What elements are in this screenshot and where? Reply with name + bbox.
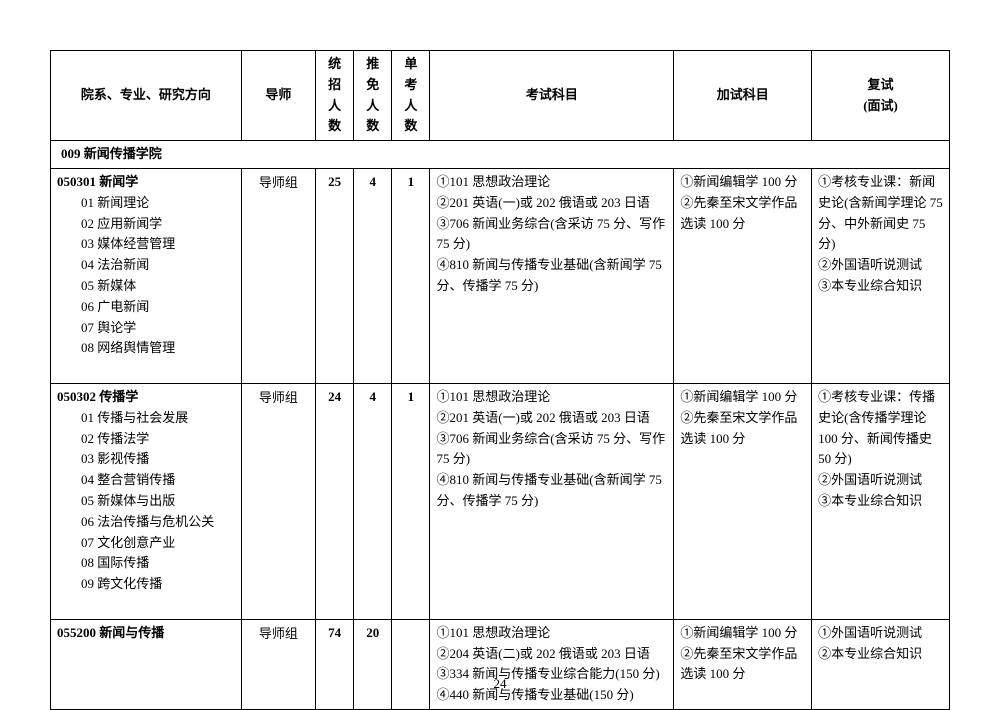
advisor-cell: 导师组 [241, 619, 315, 709]
section-title: 009 新闻传播学院 [51, 141, 950, 169]
dept-cell: 050301 新闻学01 新闻理论02 应用新闻学03 媒体经营管理04 法治新… [51, 168, 242, 383]
retest-cell: ①考核专业课：新闻史论(含新闻学理论 75 分、中外新闻史 75 分)②外国语听… [812, 168, 950, 383]
recommend-cell: 4 [354, 383, 392, 619]
enroll-cell: 24 [316, 383, 354, 619]
dept-cell: 050302 传播学01 传播与社会发展02 传播法学03 影视传播04 整合营… [51, 383, 242, 619]
table-row: 050301 新闻学01 新闻理论02 应用新闻学03 媒体经营管理04 法治新… [51, 168, 950, 383]
catalog-table: 院系、专业、研究方向 导师 统招人数 推免人数 单考人数 考试科目 加试科目 复… [50, 50, 950, 710]
header-row: 院系、专业、研究方向 导师 统招人数 推免人数 单考人数 考试科目 加试科目 复… [51, 51, 950, 141]
exam-cell: ①101 思想政治理论②201 英语(一)或 202 俄语或 203 日语③70… [430, 168, 674, 383]
retest-cell: ①考核专业课：传播史论(含传播学理论 100 分、新闻传播史 50 分)②外国语… [812, 383, 950, 619]
table-row: 050302 传播学01 传播与社会发展02 传播法学03 影视传播04 整合营… [51, 383, 950, 619]
h-single: 单考人数 [392, 51, 430, 141]
extra-cell: ①新闻编辑学 100 分②先秦至宋文学作品选读 100 分 [674, 168, 812, 383]
extra-cell: ①新闻编辑学 100 分②先秦至宋文学作品选读 100 分 [674, 383, 812, 619]
retest-cell: ①外国语听说测试②本专业综合知识 [812, 619, 950, 709]
single-cell: 1 [392, 168, 430, 383]
table-row: 055200 新闻与传播导师组7420 ①101 思想政治理论②204 英语(二)… [51, 619, 950, 709]
recommend-cell: 4 [354, 168, 392, 383]
exam-cell: ①101 思想政治理论②204 英语(二)或 202 俄语或 203 日语③33… [430, 619, 674, 709]
enroll-cell: 25 [316, 168, 354, 383]
h-dept: 院系、专业、研究方向 [51, 51, 242, 141]
advisor-cell: 导师组 [241, 168, 315, 383]
recommend-cell: 20 [354, 619, 392, 709]
h-exam: 考试科目 [430, 51, 674, 141]
single-cell [392, 619, 430, 709]
dept-cell: 055200 新闻与传播 [51, 619, 242, 709]
section-row: 009 新闻传播学院 [51, 141, 950, 169]
extra-cell: ①新闻编辑学 100 分②先秦至宋文学作品选读 100 分 [674, 619, 812, 709]
h-enroll: 统招人数 [316, 51, 354, 141]
h-retest: 复试(面试) [812, 51, 950, 141]
single-cell: 1 [392, 383, 430, 619]
h-extra: 加试科目 [674, 51, 812, 141]
h-recommend: 推免人数 [354, 51, 392, 141]
page-number: 24 [50, 676, 950, 692]
enroll-cell: 74 [316, 619, 354, 709]
exam-cell: ①101 思想政治理论②201 英语(一)或 202 俄语或 203 日语③70… [430, 383, 674, 619]
advisor-cell: 导师组 [241, 383, 315, 619]
h-advisor: 导师 [241, 51, 315, 141]
